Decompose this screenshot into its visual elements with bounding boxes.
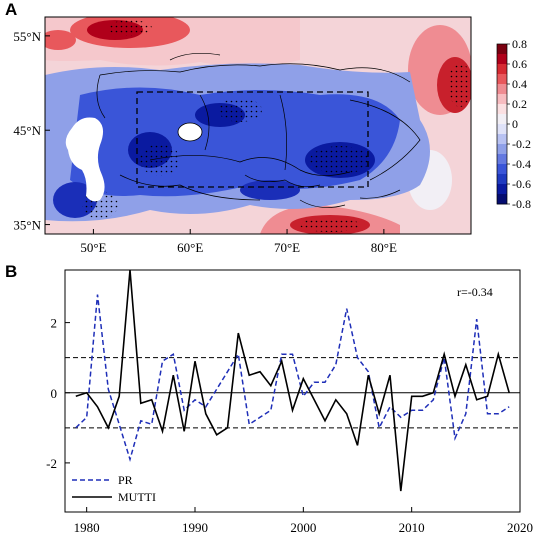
colorbar-segment — [497, 144, 507, 155]
map-frame — [44, 16, 472, 235]
x-tick-label: 1990 — [182, 520, 208, 535]
lat-tick-label: 55°N — [13, 29, 41, 44]
negative-center-5 — [240, 180, 300, 200]
x-tick-label: 2000 — [290, 520, 316, 535]
study-area-box — [136, 91, 369, 188]
latitude-ticks: 55°N 45°N 35°N — [13, 29, 50, 233]
reference-lines — [65, 357, 520, 429]
x-tick-label: 2020 — [507, 520, 533, 535]
stipple-4 — [140, 144, 180, 176]
y-tick-label: 2 — [51, 316, 58, 331]
colorbar-tick-label: -0.2 — [512, 137, 531, 151]
x-tick-label: 1980 — [74, 520, 100, 535]
stipple-7 — [300, 218, 360, 232]
colorbar-segment — [497, 124, 507, 135]
panel-b-label: B — [5, 262, 18, 281]
colorbar-segment — [497, 74, 507, 85]
longitude-ticks: 50°E 60°E 70°E 80°E — [80, 229, 397, 255]
colorbar-tick-label: -0.6 — [512, 177, 531, 191]
stipple-5 — [108, 20, 152, 36]
correlation-map — [45, 17, 471, 234]
colorbar-tick-label: 0.2 — [512, 97, 527, 111]
colorbar-segment — [497, 104, 507, 115]
stipple-3 — [218, 98, 262, 122]
lon-tick-label: 80°E — [371, 240, 397, 255]
colorbar-segment — [497, 84, 507, 95]
legend: PR MUTTI — [72, 473, 156, 504]
colorbar-tick-label: 0 — [512, 117, 518, 131]
colorbar-segment — [497, 44, 507, 55]
lon-tick-label: 70°E — [274, 240, 300, 255]
negative-regions — [45, 20, 471, 232]
series-pr-line — [75, 294, 510, 463]
x-tick-label: 2010 — [399, 520, 425, 535]
colorbar: 0.8 0.6 0.4 0.2 0 -0.2 -0.4 -0.6 -0.8 — [496, 37, 531, 211]
colorbar-segment — [497, 164, 507, 175]
y-tick-label: -2 — [46, 456, 57, 471]
lat-tick-label: 45°N — [13, 123, 41, 138]
legend-pr-label: PR — [118, 473, 133, 487]
colorbar-segment — [497, 54, 507, 65]
lon-tick-label: 50°E — [80, 240, 106, 255]
colorbar-segment — [497, 94, 507, 105]
aral-sea — [177, 122, 203, 142]
colorbar-segment — [497, 184, 507, 195]
colorbar-segment — [497, 134, 507, 145]
colorbar-segment — [497, 174, 507, 185]
colorbar-tick-label: 0.6 — [512, 57, 527, 71]
colorbar-tick-label: -0.4 — [512, 157, 531, 171]
country-borders — [96, 53, 421, 208]
caspian-sea — [65, 117, 105, 202]
legend-mutti-label: MUTTI — [118, 490, 156, 504]
colorbar-tick-label: -0.8 — [512, 197, 531, 211]
series-mutti-line — [75, 270, 510, 492]
plot-frame — [64, 269, 521, 513]
lat-tick-label: 35°N — [13, 218, 41, 233]
correlation-annotation: r=-0.34 — [457, 285, 493, 299]
northwest-positive — [45, 30, 76, 50]
colorbar-segment — [497, 64, 507, 75]
stipple-6 — [448, 63, 471, 107]
colorbar-tick-label: 0.8 — [512, 37, 527, 51]
colorbar-segment — [497, 194, 507, 205]
colorbar-segment — [497, 114, 507, 125]
stipple-2 — [310, 146, 370, 174]
y-tick-label: 0 — [51, 386, 58, 401]
lon-tick-label: 60°E — [177, 240, 203, 255]
panel-a-label: A — [5, 0, 18, 19]
colorbar-segment — [497, 154, 507, 165]
colorbar-tick-label: 0.4 — [512, 77, 527, 91]
